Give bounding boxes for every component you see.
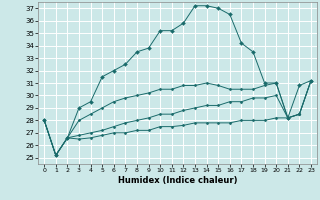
- X-axis label: Humidex (Indice chaleur): Humidex (Indice chaleur): [118, 176, 237, 185]
